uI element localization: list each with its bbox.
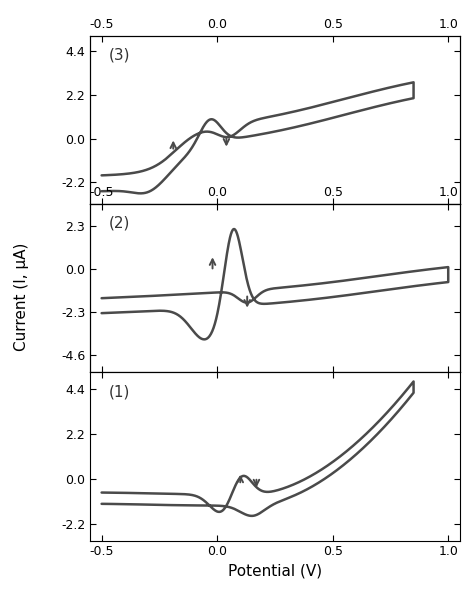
Text: (3): (3) xyxy=(109,48,130,62)
Text: Current (I, μA): Current (I, μA) xyxy=(14,243,29,351)
Text: (2): (2) xyxy=(109,216,130,230)
Text: (1): (1) xyxy=(109,384,130,399)
X-axis label: Potential (V): Potential (V) xyxy=(228,564,322,579)
